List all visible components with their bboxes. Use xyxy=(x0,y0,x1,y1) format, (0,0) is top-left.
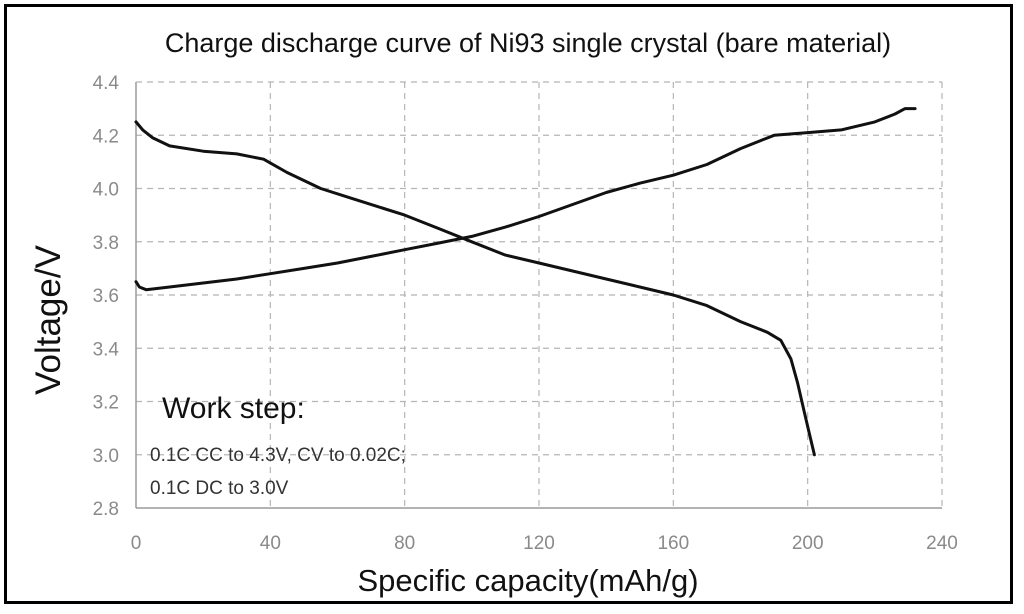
y-tick-label: 3.2 xyxy=(93,393,119,414)
y-axis-title: Voltage/V xyxy=(29,244,68,394)
y-tick-label: 4.4 xyxy=(93,73,120,94)
annotation-line-2: 0.1C DC to 3.0V xyxy=(150,478,289,499)
grid xyxy=(136,82,942,508)
y-tick-label: 4.0 xyxy=(93,180,119,201)
y-tick-label: 3.6 xyxy=(93,286,119,307)
x-tick-label: 120 xyxy=(523,533,555,554)
y-tick-label: 2.8 xyxy=(93,499,119,520)
x-tick-label: 240 xyxy=(926,533,958,554)
x-tick-label: 80 xyxy=(394,533,415,554)
tick-labels: 0 40 80 120 160 200 240 2.8 3.0 3.2 3.4 3.6 3.8 4.0 4.… xyxy=(93,73,958,554)
y-tick-label: 3.4 xyxy=(93,339,120,360)
series-line-2 xyxy=(134,120,816,457)
y-tick-label: 3.0 xyxy=(93,446,119,467)
series-line-1 xyxy=(134,107,917,292)
x-axis-title: Specific capacity(mAh/g) xyxy=(357,563,698,598)
chart-title: Charge discharge curve of Ni93 single cr… xyxy=(165,28,891,58)
axes xyxy=(135,81,943,509)
y-tick-label: 3.8 xyxy=(93,233,119,254)
x-tick-label: 200 xyxy=(792,533,824,554)
x-tick-label: 0 xyxy=(131,533,142,554)
chart-frame xyxy=(4,4,1013,604)
x-tick-label: 40 xyxy=(260,533,281,554)
series-layer xyxy=(134,107,917,457)
x-tick-label: 160 xyxy=(657,533,689,554)
annotation-heading: Work step: xyxy=(162,392,305,425)
y-tick-label: 4.2 xyxy=(93,126,119,147)
annotation-line-1: 0.1C CC to 4.3V, CV to 0.02C; xyxy=(150,445,406,466)
